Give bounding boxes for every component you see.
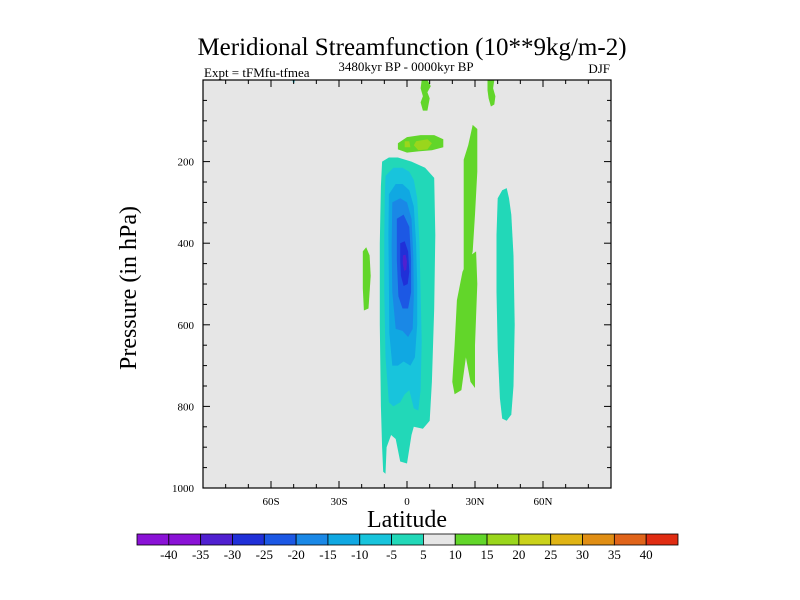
contour-upper-band-b (487, 80, 496, 107)
contour-right-band (496, 188, 515, 421)
colorbar-cell (327, 533, 361, 546)
x-tick-label: 30S (330, 496, 347, 508)
colorbar-cell (582, 533, 615, 546)
chart-subtitle: 3480kyr BP - 0000kyr BP (338, 59, 473, 74)
colorbar-cell (168, 533, 202, 546)
x-tick-label: 60N (534, 496, 553, 508)
colorbar-cell (263, 533, 297, 546)
y-tick-label: 1000 (172, 483, 195, 495)
x-tick-label: 30N (466, 496, 485, 508)
contour-lower-green (452, 251, 478, 395)
colorbar-cell (359, 533, 392, 546)
colorbar-cell (295, 533, 329, 546)
colorbar-cell (232, 533, 265, 546)
contour-upper-patch-small (404, 141, 411, 148)
colorbar-label: -25 (256, 547, 273, 562)
colorbar-cell (613, 533, 647, 546)
colorbar-cell (136, 533, 170, 546)
experiment-label: Expt = tFMfu-tfmea (204, 65, 310, 80)
colorbar-label: -20 (287, 547, 304, 562)
y-tick-label: 400 (178, 238, 195, 250)
colorbar-cell (200, 533, 233, 546)
x-axis-label: Latitude (367, 507, 447, 533)
colorbar-label: 15 (481, 547, 494, 562)
colorbar-label: 35 (608, 547, 621, 562)
contour-core-l7 (402, 254, 407, 271)
colorbar-cell (550, 533, 583, 546)
colorbar-cell (423, 533, 456, 546)
x-tick-label: 0 (404, 496, 410, 508)
colorbar-cell (486, 533, 520, 546)
y-axis-ticks: 200 400 600 800 1000 (172, 79, 611, 495)
colorbar-label: -5 (386, 547, 397, 562)
chart-title: Meridional Streamfunction (10**9kg/m-2) (197, 34, 626, 61)
contour-upper-band-a (420, 80, 431, 111)
colorbar-label: 25 (544, 547, 557, 562)
colorbar-cell (454, 533, 488, 546)
season-label: DJF (588, 61, 610, 76)
colorbar-label: 20 (512, 547, 525, 562)
y-tick-label: 200 (178, 157, 195, 169)
y-tick-label: 600 (178, 320, 195, 332)
colorbar-label: -30 (224, 547, 241, 562)
y-axis-label: Pressure (in hPa) (116, 206, 142, 370)
colorbar-label: 5 (420, 547, 427, 562)
colorbar-label: 40 (640, 547, 653, 562)
y-tick-label: 800 (178, 401, 195, 413)
colorbar: -40 -35 -30 -25 -20 -15 -10 -5 5 10 15 20 25 30 35 40 (136, 533, 679, 562)
colorbar-label: -10 (351, 547, 368, 562)
colorbar-label: 10 (449, 547, 462, 562)
colorbar-cell (518, 533, 552, 546)
colorbar-label: -35 (192, 547, 209, 562)
colorbar-label: -40 (160, 547, 177, 562)
colorbar-cell (645, 533, 679, 546)
colorbar-cell (391, 533, 424, 546)
contour-upper-patch-core (413, 139, 432, 151)
colorbar-label: 30 (576, 547, 589, 562)
contour-regions (292, 80, 515, 474)
x-axis-ticks: 60S 30S 0 30N 60N (202, 80, 612, 508)
colorbar-label: -15 (319, 547, 336, 562)
x-tick-label: 60S (262, 496, 279, 508)
contour-left-bar (362, 247, 371, 311)
contour-mid-band (463, 124, 478, 276)
